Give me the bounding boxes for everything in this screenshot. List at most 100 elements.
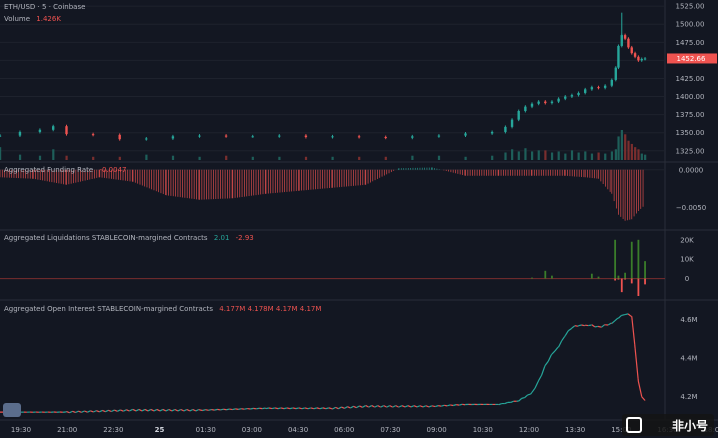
open-interest-segment — [377, 405, 381, 408]
time-axis-label: 12:00 — [519, 426, 539, 434]
volume-bar — [278, 156, 281, 160]
candle — [603, 85, 607, 88]
liquidation-short-bar — [637, 278, 640, 296]
open-interest-segment — [189, 408, 194, 412]
volume-bar — [590, 153, 594, 160]
liquidation-short-bar — [620, 278, 623, 293]
open-interest-segment — [195, 408, 200, 412]
candle — [633, 53, 637, 57]
open-interest-segment — [165, 408, 170, 412]
volume-legend: Volume 1.426K — [4, 15, 61, 23]
open-interest-segment — [319, 407, 324, 410]
volume-label: Volume — [4, 15, 31, 23]
open-interest-segment — [310, 407, 315, 410]
liquidation-long-bar — [637, 239, 640, 279]
open-interest-segment — [286, 407, 291, 410]
volume-bar — [624, 134, 627, 160]
volume-bar — [0, 147, 2, 160]
open-interest-segment — [138, 408, 143, 412]
liquidation-short-bar — [614, 278, 617, 281]
open-interest-segment — [217, 408, 221, 411]
time-axis-label: 15:00 — [611, 426, 631, 434]
volume-bar — [634, 147, 637, 160]
candle — [630, 47, 633, 54]
open-interest-segment — [504, 401, 508, 405]
open-interest-segment — [111, 409, 115, 413]
open-interest-segment — [371, 405, 375, 408]
open-interest-segment — [574, 325, 578, 327]
open-interest-segment — [129, 409, 133, 412]
open-interest-segment — [199, 409, 203, 412]
open-interest-segment — [544, 364, 546, 367]
volume-bar — [597, 152, 600, 160]
volume-bar — [610, 151, 613, 160]
open-interest-segment — [571, 325, 576, 329]
open-interest-segment — [328, 407, 332, 410]
volume-bar — [225, 155, 228, 160]
open-interest-value-4: 4.17M — [299, 305, 322, 313]
open-interest-segment — [84, 410, 88, 413]
open-interest-segment — [283, 407, 288, 410]
candle — [557, 98, 560, 102]
candle — [623, 35, 627, 39]
open-interest-segment — [177, 408, 182, 412]
volume-bar — [557, 151, 560, 160]
time-axis-label: 04:30 — [288, 426, 308, 434]
candle — [437, 135, 441, 137]
liquidation-long-bar — [624, 272, 626, 279]
open-interest-segment — [96, 410, 100, 413]
volume-bar — [411, 155, 414, 160]
open-interest-segment — [353, 405, 357, 409]
symbol-name: ETH/USD — [4, 3, 36, 11]
open-interest-segment — [208, 408, 212, 411]
candle — [0, 135, 2, 137]
liquidation-short-bar — [624, 278, 626, 280]
open-interest-segment — [338, 406, 342, 410]
liquidation-short-bar — [630, 278, 633, 284]
symbol-legend: ETH/USD · 5 · Coinbase — [4, 3, 85, 11]
candle — [640, 58, 643, 61]
open-interest-segment — [564, 335, 566, 337]
open-interest-segment — [554, 346, 559, 352]
price-tick-label: 1375.00 — [676, 111, 705, 119]
open-interest-value-1: 4.177M — [219, 305, 246, 313]
tradingview-logo-icon[interactable] — [3, 403, 21, 417]
candle — [510, 119, 514, 127]
liquidations-tick-label: 20K — [680, 236, 694, 244]
open-interest-segment — [598, 325, 602, 328]
volume-bar — [511, 149, 514, 160]
candle — [597, 87, 600, 89]
open-interest-segment — [126, 409, 130, 412]
open-interest-segment — [547, 354, 552, 362]
open-interest-segment — [262, 407, 266, 410]
volume-bar — [331, 156, 334, 160]
candle — [610, 79, 613, 86]
open-interest-value-3: 4.17M — [275, 305, 298, 313]
candle — [91, 134, 95, 136]
volume-bar — [118, 156, 121, 160]
open-interest-tick-label: 4.2M — [680, 393, 697, 401]
open-interest-segment — [447, 404, 451, 407]
separator: · — [48, 3, 51, 11]
liquidation-long-bar — [597, 276, 600, 279]
open-interest-segment — [459, 403, 463, 406]
price-tick-label: 1325.00 — [676, 147, 705, 155]
open-interest-segment — [347, 406, 351, 409]
time-axis-label: 19:30 — [11, 426, 31, 434]
liquidations-long-value: 2.01 — [213, 234, 230, 242]
open-interest-segment — [341, 406, 345, 409]
volume-bar — [644, 154, 647, 160]
open-interest-segment — [627, 313, 632, 317]
price-tick-label: 1500.00 — [676, 21, 705, 29]
time-axis-label: 09:00 — [427, 426, 447, 434]
open-interest-segment — [102, 409, 106, 413]
last-price-value: 1452.66 — [677, 55, 706, 63]
volume-bar — [570, 150, 574, 160]
open-interest-segment — [78, 410, 82, 413]
open-interest-segment — [621, 314, 625, 316]
candle — [278, 135, 281, 137]
open-interest-segment — [301, 407, 306, 410]
volume-bar — [604, 153, 607, 160]
volume-bar — [630, 143, 633, 160]
